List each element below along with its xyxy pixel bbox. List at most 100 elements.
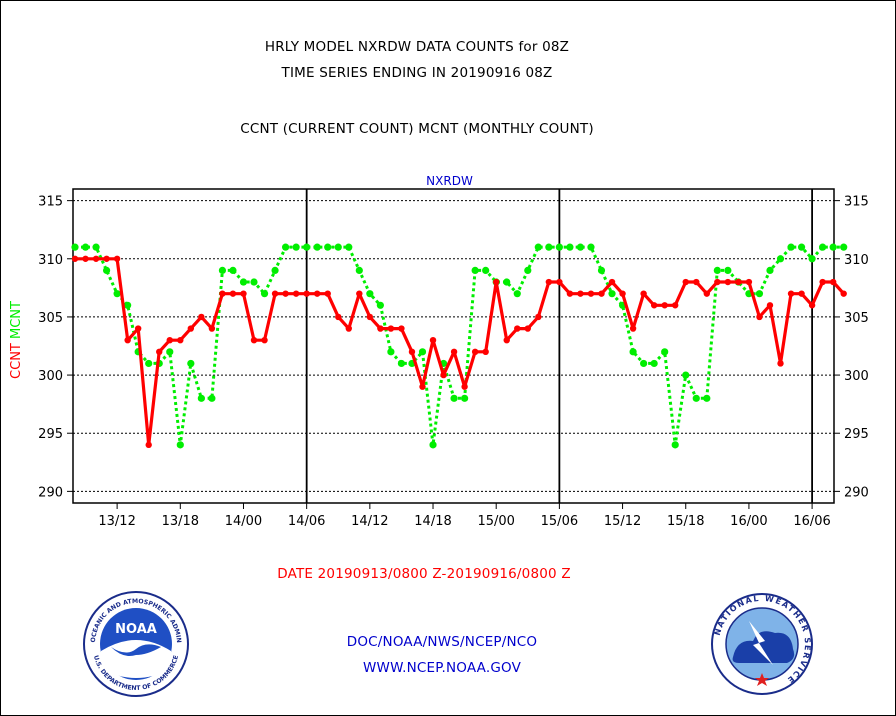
plot-frame bbox=[72, 188, 835, 504]
data-point-ccnt bbox=[387, 325, 395, 332]
data-point-mcnt bbox=[250, 278, 258, 286]
y-tick-label-right: 305 bbox=[844, 311, 869, 326]
x-tick-label: 15/06 bbox=[541, 514, 578, 529]
data-point-ccnt bbox=[503, 336, 510, 344]
data-point-mcnt bbox=[534, 243, 542, 251]
data-point-mcnt bbox=[71, 243, 79, 251]
data-point-ccnt bbox=[324, 290, 331, 297]
data-point-mcnt bbox=[692, 394, 700, 402]
data-point-ccnt bbox=[313, 290, 321, 297]
data-point-mcnt bbox=[124, 301, 132, 309]
x-tick-label: 15/12 bbox=[604, 514, 641, 529]
data-point-ccnt bbox=[608, 278, 616, 286]
y-tick-label-left: 305 bbox=[38, 311, 63, 326]
data-point-mcnt bbox=[671, 441, 679, 449]
series-line-mcnt bbox=[75, 245, 844, 447]
data-point-ccnt bbox=[693, 278, 700, 286]
data-point-mcnt bbox=[513, 290, 521, 298]
data-point-mcnt bbox=[429, 441, 437, 449]
data-point-ccnt bbox=[240, 290, 247, 297]
data-point-ccnt bbox=[703, 290, 710, 297]
x-tick-label: 15/00 bbox=[477, 514, 514, 529]
data-point-ccnt bbox=[303, 290, 310, 297]
data-point-ccnt bbox=[777, 360, 784, 367]
data-point-mcnt bbox=[303, 243, 311, 251]
data-point-ccnt bbox=[661, 302, 668, 309]
data-point-mcnt bbox=[187, 359, 195, 368]
data-point-ccnt bbox=[292, 290, 300, 297]
chart-title-line1: HRLY MODEL NXRDW DATA COUNTS for 08Z bbox=[264, 39, 570, 55]
data-point-ccnt bbox=[187, 325, 195, 332]
data-point-ccnt bbox=[250, 336, 258, 344]
data-point-ccnt bbox=[524, 325, 531, 332]
data-point-ccnt bbox=[461, 383, 468, 390]
data-point-ccnt bbox=[577, 290, 584, 297]
y-tick-label-right: 290 bbox=[844, 485, 869, 500]
data-point-ccnt bbox=[177, 336, 184, 344]
data-point-ccnt bbox=[535, 313, 542, 321]
data-point-ccnt bbox=[756, 313, 763, 321]
series-line-ccnt bbox=[75, 257, 845, 447]
data-point-ccnt bbox=[471, 348, 479, 356]
data-point-mcnt bbox=[503, 278, 511, 286]
data-point-ccnt bbox=[219, 290, 226, 297]
data-point-ccnt bbox=[377, 325, 384, 332]
noaa-logo: NOAA NATIONAL OCEANIC AND ATMOSPHERIC AD… bbox=[81, 589, 189, 697]
website-link[interactable]: WWW.NCEP.NOAA.GOV bbox=[362, 660, 522, 676]
data-point-mcnt bbox=[376, 301, 384, 309]
y-tick-label-right: 315 bbox=[844, 195, 869, 210]
data-point-ccnt bbox=[682, 278, 689, 286]
data-point-mcnt bbox=[682, 371, 690, 379]
data-point-mcnt bbox=[239, 278, 248, 286]
data-point-ccnt bbox=[208, 325, 216, 332]
data-point-mcnt bbox=[840, 243, 848, 251]
data-point-mcnt bbox=[166, 348, 174, 356]
x-tick-label: 14/00 bbox=[225, 514, 262, 529]
data-point-mcnt bbox=[766, 266, 774, 275]
date-range-label: DATE 20190913/0800 Z-20190916/0800 Z bbox=[277, 566, 571, 582]
data-point-mcnt bbox=[555, 243, 563, 251]
data-point-mcnt bbox=[724, 266, 732, 275]
data-point-mcnt bbox=[418, 348, 427, 356]
x-tick-label: 14/12 bbox=[351, 514, 388, 529]
data-point-ccnt bbox=[724, 278, 732, 286]
data-point-ccnt bbox=[82, 255, 89, 262]
y-tick-label-right: 310 bbox=[844, 253, 869, 268]
data-point-mcnt bbox=[461, 394, 469, 402]
data-point-ccnt bbox=[71, 255, 79, 262]
x-tick-label: 16/00 bbox=[730, 514, 767, 529]
data-point-ccnt bbox=[271, 290, 279, 297]
data-point-mcnt bbox=[324, 243, 332, 251]
data-point-mcnt bbox=[113, 290, 121, 298]
data-point-mcnt bbox=[355, 266, 363, 275]
data-point-mcnt bbox=[145, 359, 153, 368]
data-point-mcnt bbox=[345, 243, 353, 251]
nws-logo: NATIONAL WEATHER SERVICE bbox=[711, 593, 813, 695]
data-point-mcnt bbox=[545, 243, 553, 251]
data-point-mcnt bbox=[176, 441, 184, 449]
data-point-ccnt bbox=[335, 313, 342, 321]
data-point-ccnt bbox=[366, 313, 374, 321]
data-point-ccnt bbox=[840, 290, 847, 297]
data-point-mcnt bbox=[713, 266, 721, 275]
org-path-label: DOC/NOAA/NWS/NCEP/NCO bbox=[346, 634, 538, 650]
data-point-ccnt bbox=[745, 278, 753, 286]
data-point-ccnt bbox=[229, 290, 237, 297]
data-point-mcnt bbox=[218, 266, 227, 275]
data-point-ccnt bbox=[113, 255, 121, 262]
y-tick-label-left: 295 bbox=[38, 427, 63, 442]
data-point-ccnt bbox=[766, 302, 774, 309]
data-point-ccnt bbox=[356, 290, 363, 297]
data-point-mcnt bbox=[292, 243, 300, 251]
data-point-ccnt bbox=[398, 325, 405, 332]
data-point-mcnt bbox=[482, 266, 490, 275]
chart-title-line3: CCNT (CURRENT COUNT) MCNT (MONTHLY COUNT… bbox=[240, 121, 594, 137]
data-point-ccnt bbox=[282, 290, 289, 297]
time-series-chart: 290 290 295 295 300 300 305 305 310 310 315 315 13/1… bbox=[9, 174, 869, 529]
data-point-ccnt bbox=[92, 255, 100, 262]
data-point-ccnt bbox=[345, 325, 352, 332]
data-point-mcnt bbox=[282, 243, 290, 251]
data-point-mcnt bbox=[397, 359, 406, 368]
data-point-mcnt bbox=[650, 359, 658, 368]
